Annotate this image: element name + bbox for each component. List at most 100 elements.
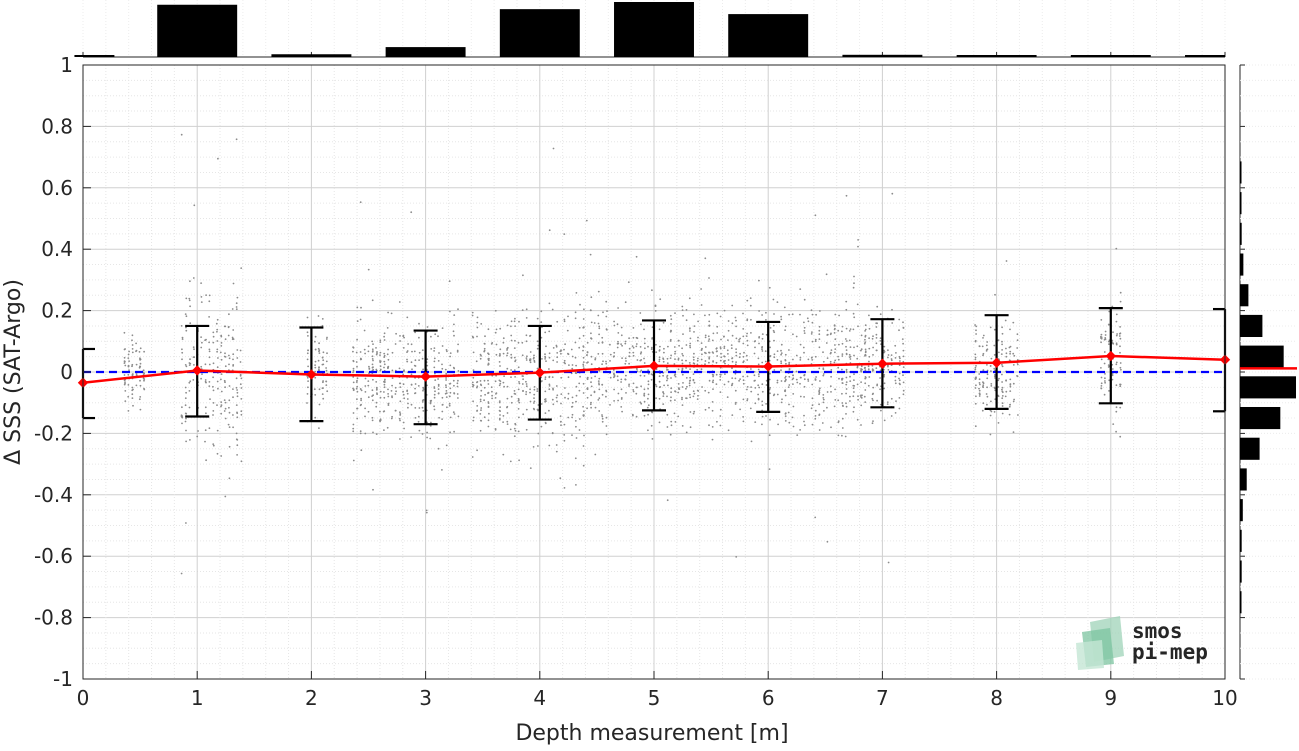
- scatter-point: [189, 322, 192, 325]
- scatter-point: [658, 349, 661, 352]
- scatter-point: [364, 352, 366, 355]
- scatter-point: [784, 412, 787, 415]
- scatter-point: [544, 353, 546, 356]
- scatter-point: [395, 390, 397, 393]
- scatter-point: [452, 330, 455, 333]
- scatter-point: [620, 381, 622, 383]
- scatter-point: [579, 375, 581, 378]
- scatter-point: [711, 426, 714, 428]
- scatter-point: [860, 365, 863, 368]
- scatter-point: [590, 363, 593, 366]
- scatter-point: [490, 343, 493, 345]
- scatter-point: [616, 323, 619, 326]
- scatter-point: [594, 375, 596, 378]
- scatter-point: [529, 351, 532, 353]
- scatter-point: [716, 420, 718, 423]
- scatter-point: [494, 397, 497, 399]
- scatter-point: [1005, 352, 1008, 355]
- scatter-point: [533, 393, 536, 396]
- scatter-point: [609, 353, 612, 356]
- scatter-point: [853, 379, 855, 381]
- scatter-point: [647, 429, 649, 432]
- scatter-point: [742, 420, 745, 423]
- scatter-point: [356, 338, 358, 341]
- scatter-point: [476, 385, 479, 388]
- scatter-point: [399, 382, 402, 385]
- scatter-point: [406, 360, 409, 363]
- scatter-point: [355, 361, 358, 363]
- scatter-point: [814, 355, 817, 358]
- scatter-point: [506, 420, 509, 423]
- scatter-point: [979, 383, 981, 386]
- scatter-point: [780, 349, 782, 352]
- scatter-point: [318, 350, 320, 353]
- scatter-point: [711, 339, 714, 342]
- scatter-point: [472, 376, 475, 379]
- right-hist-bar: [1240, 192, 1242, 215]
- scatter-point: [399, 419, 401, 422]
- scatter-point: [1012, 431, 1015, 433]
- scatter-point: [662, 395, 665, 397]
- scatter-point: [864, 389, 867, 391]
- scatter-point: [575, 484, 577, 486]
- scatter-point: [131, 386, 134, 389]
- scatter-point: [127, 395, 130, 398]
- scatter-point: [375, 405, 378, 408]
- scatter-point: [212, 335, 215, 338]
- scatter-point: [898, 318, 901, 321]
- scatter-point: [406, 390, 408, 392]
- top-hist-bar: [956, 55, 1037, 57]
- scatter-point: [143, 372, 146, 375]
- scatter-point: [487, 379, 489, 382]
- scatter-point: [670, 330, 673, 332]
- scatter-point: [864, 377, 867, 380]
- scatter-point: [640, 323, 642, 326]
- scatter-point: [212, 389, 215, 392]
- scatter-point: [220, 401, 223, 403]
- scatter-point: [993, 367, 996, 370]
- scatter-point: [1112, 342, 1115, 345]
- scatter-point: [868, 337, 870, 340]
- scatter-point: [1119, 362, 1122, 364]
- scatter-point: [693, 325, 696, 327]
- scatter-point: [429, 437, 432, 440]
- top-hist-bar: [157, 4, 238, 57]
- scatter-point: [224, 338, 227, 341]
- scatter-point: [410, 373, 413, 376]
- scatter-point: [777, 423, 779, 426]
- scatter-point: [487, 353, 490, 356]
- scatter-point: [670, 424, 673, 427]
- scatter-point: [708, 351, 710, 354]
- scatter-point: [498, 400, 501, 402]
- scatter-point: [525, 317, 528, 319]
- scatter-point: [715, 383, 718, 385]
- scatter-point: [1100, 385, 1103, 387]
- scatter-point: [997, 379, 1000, 382]
- scatter-point: [525, 428, 528, 431]
- scatter-point: [1112, 331, 1114, 334]
- scatter-point: [685, 387, 687, 390]
- scatter-point: [1001, 390, 1004, 393]
- scatter-point: [583, 410, 585, 413]
- scatter-point: [1119, 337, 1122, 340]
- scatter-point: [886, 403, 889, 405]
- scatter-point: [1100, 367, 1102, 369]
- scatter-point: [667, 345, 669, 348]
- scatter-point: [574, 457, 577, 460]
- scatter-point: [730, 384, 733, 387]
- scatter-point: [605, 433, 608, 436]
- scatter-point: [201, 373, 203, 375]
- x-tick-label: 2: [305, 686, 318, 710]
- scatter-point: [597, 380, 600, 382]
- scatter-point: [457, 397, 459, 399]
- scatter-point: [578, 326, 581, 329]
- scatter-point: [521, 341, 524, 344]
- scatter-point: [780, 353, 782, 356]
- scatter-point: [479, 380, 482, 382]
- y-tick-label: -0.6: [34, 544, 73, 568]
- scatter-point: [822, 351, 824, 354]
- scatter-point: [184, 412, 187, 415]
- scatter-point: [769, 355, 772, 358]
- scatter-point: [857, 239, 859, 241]
- scatter-point: [387, 395, 390, 398]
